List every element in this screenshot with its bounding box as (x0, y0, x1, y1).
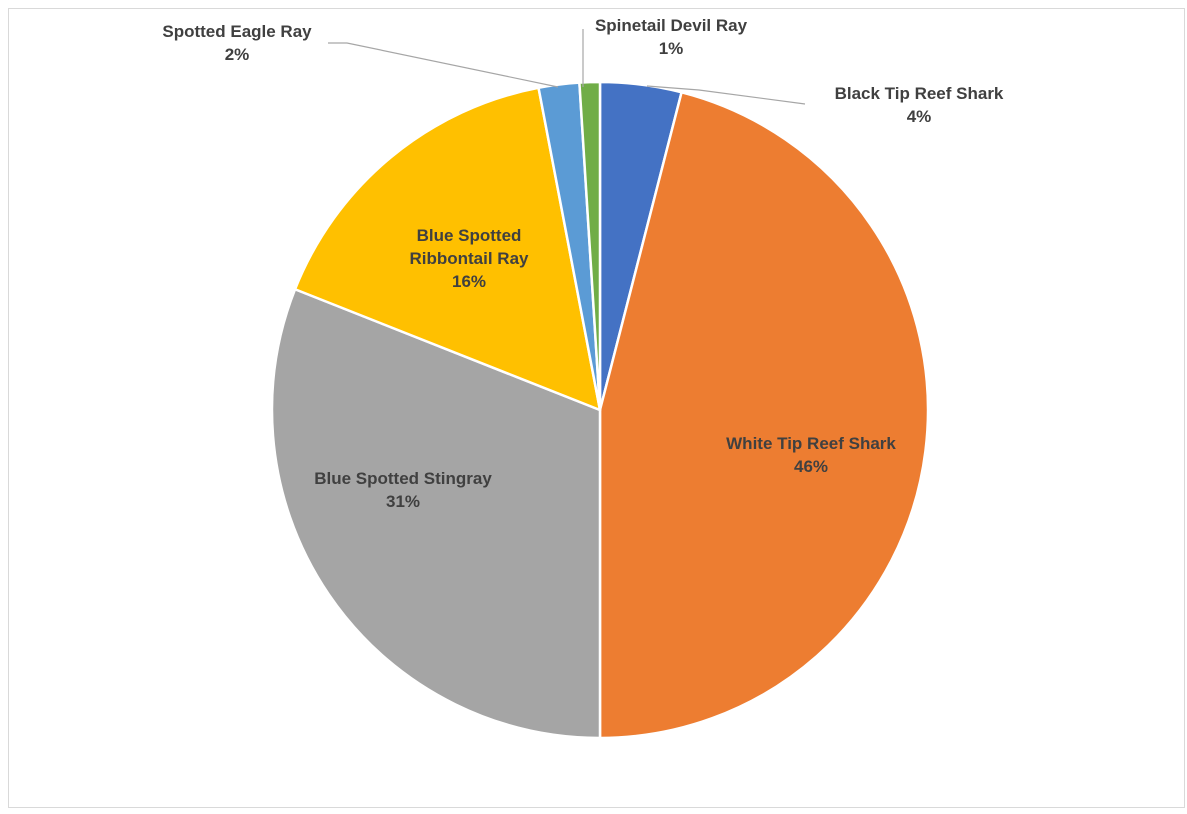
data-labels: Black Tip Reef Shark 4% White Tip Reef Sha… (162, 16, 1004, 511)
pie-chart: Black Tip Reef Shark 4% White Tip Reef Sha… (162, 16, 1004, 740)
leader-line-black-tip-reef-shark (646, 85, 806, 105)
pie-slices (270, 80, 930, 740)
leader-line-spotted-eagle-ray (328, 42, 559, 88)
data-label-percent: 2% (225, 45, 250, 64)
data-label-percent: 4% (907, 107, 932, 126)
data-label-category: White Tip Reef Shark (726, 434, 896, 453)
data-label-category: Blue Spotted (417, 226, 522, 245)
pie-slice-spinetail-devil-ray (578, 80, 602, 412)
pie-slice-blue-spotted-stingray (270, 288, 602, 740)
chart-area: Black Tip Reef Shark 4% White Tip Reef Sha… (8, 8, 1185, 808)
data-label-category: Spotted Eagle Ray (162, 22, 312, 41)
data-label-percent: 1% (659, 39, 684, 58)
data-label-spotted-eagle-ray: Spotted Eagle Ray 2% (162, 22, 312, 64)
data-label-black-tip-reef-shark: Black Tip Reef Shark 4% (835, 84, 1004, 126)
data-label-percent: 16% (452, 272, 486, 291)
pie-slice-blue-spotted-ribbontail-ray (293, 86, 602, 412)
data-label-blue-spotted-ribbontail-ray: Blue Spotted Ribbontail Ray 16% (409, 226, 529, 291)
data-label-percent: 31% (386, 492, 420, 511)
data-label-category: Blue Spotted Stingray (314, 469, 492, 488)
data-label-blue-spotted-stingray: Blue Spotted Stingray 31% (314, 469, 492, 511)
data-label-percent: 46% (794, 457, 828, 476)
data-label-category: Spinetail Devil Ray (595, 16, 748, 35)
data-label-white-tip-reef-shark: White Tip Reef Shark 46% (726, 434, 896, 476)
data-label-spinetail-devil-ray: Spinetail Devil Ray 1% (595, 16, 748, 58)
data-label-category: Black Tip Reef Shark (835, 84, 1004, 103)
data-label-category: Ribbontail Ray (409, 249, 529, 268)
pie-slice-white-tip-reef-shark (598, 91, 930, 740)
leader-lines (328, 29, 806, 105)
